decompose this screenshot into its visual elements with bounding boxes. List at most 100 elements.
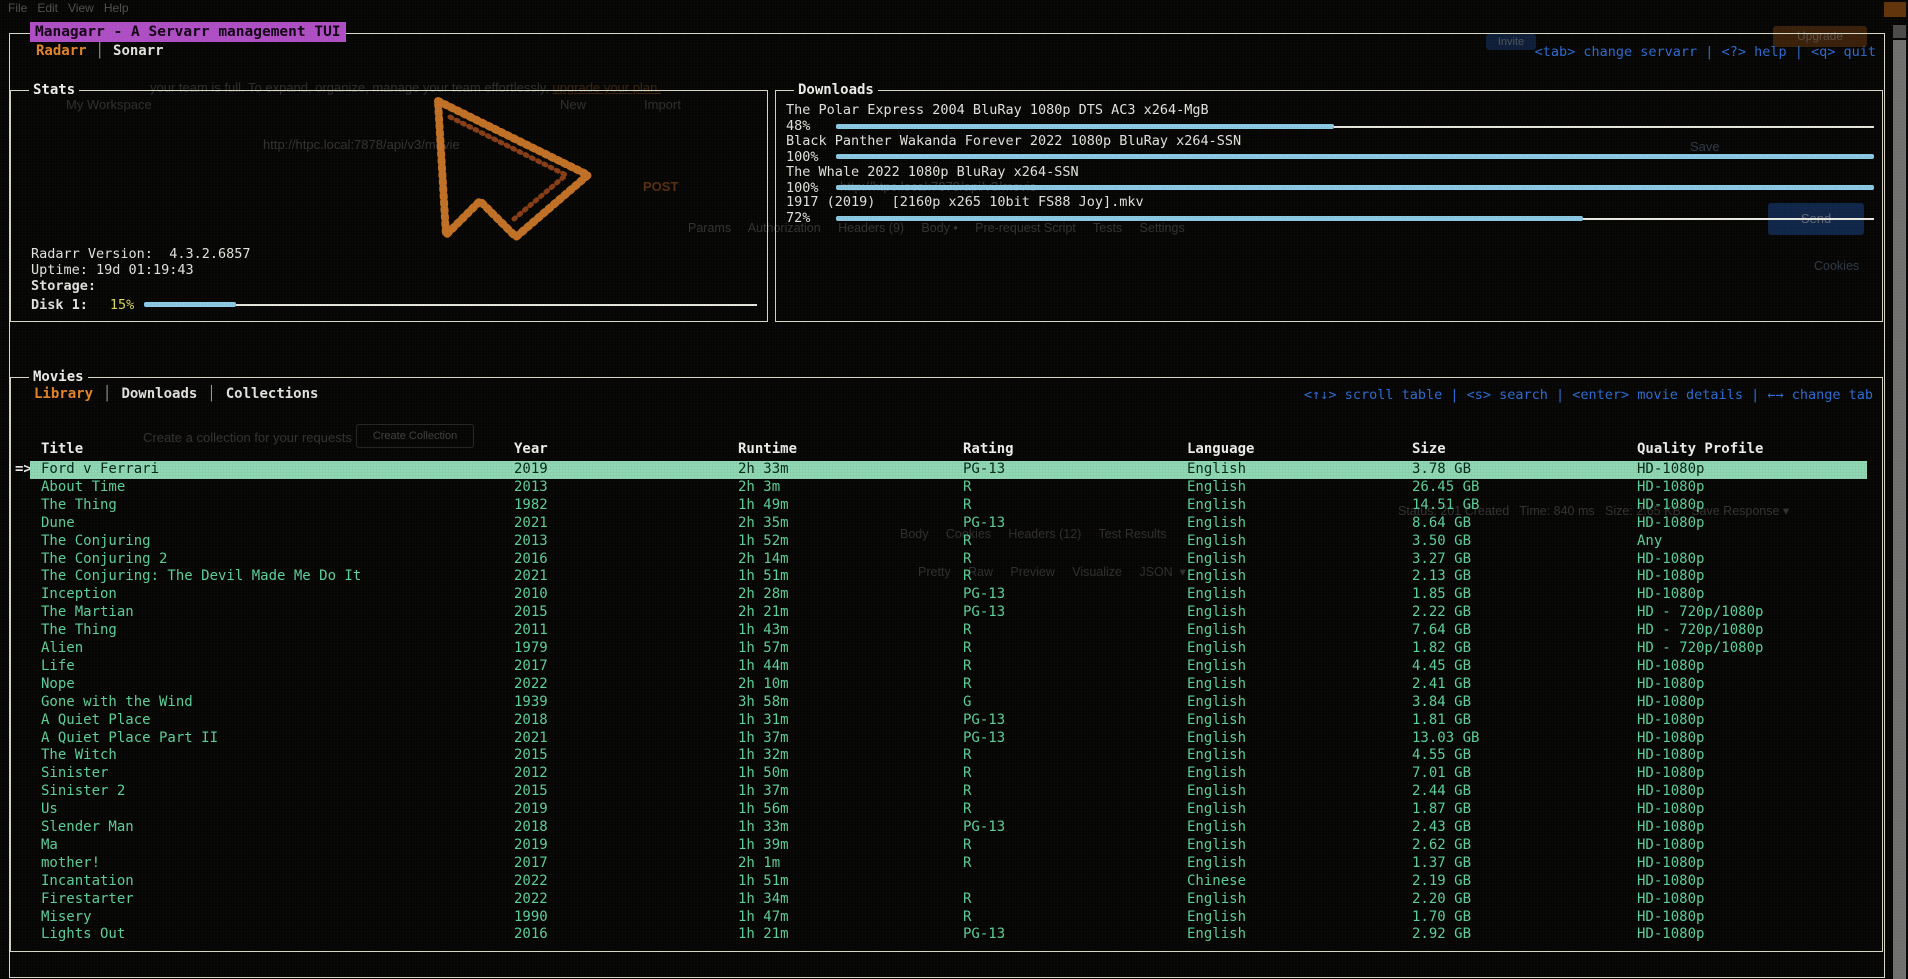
table-cell: 3.84 GB xyxy=(1412,693,1472,710)
table-cell: English xyxy=(1187,819,1247,835)
tab-radarr[interactable]: Radarr xyxy=(36,43,87,59)
table-cell: R xyxy=(963,532,972,549)
table-cell: Incantation xyxy=(41,872,134,889)
table-cell: 2019 xyxy=(514,836,548,853)
table-row[interactable]: The Martian 2015 2h 21m PG-13 English 2.22 GB… xyxy=(11,604,1880,622)
table-cell: 2010 xyxy=(514,586,548,603)
table-cell: PG-13 xyxy=(963,604,1006,621)
table-row[interactable]: Alien 1979 1h 57m R English 1.82 GB HD - 720p/… xyxy=(11,640,1880,658)
download-progress-bar xyxy=(836,149,1874,164)
table-cell: 3.78 GB xyxy=(1412,461,1472,477)
table-cell: HD-1080p xyxy=(1637,729,1705,746)
disk-progress-bar xyxy=(144,297,757,312)
table-row[interactable]: Firestarter 2022 1h 34m R English 2.20 GB HD-1… xyxy=(11,891,1880,909)
table-row[interactable]: The Conjuring 2 2016 2h 14m R English 3.27 GB… xyxy=(11,551,1880,569)
table-cell: 2022 xyxy=(514,890,548,907)
table-cell: 2h 10m xyxy=(738,675,789,692)
table-cell: 3.50 GB xyxy=(1412,532,1472,549)
table-cell: R xyxy=(963,801,972,818)
table-row[interactable]: Sinister 2012 1h 50m R English 7.01 GB HD-1080… xyxy=(11,765,1880,783)
table-cell: R xyxy=(963,675,972,692)
table-row[interactable]: Lights Out 2016 1h 21m PG-13 English 2.92 GB H… xyxy=(11,926,1880,944)
table-cell: English xyxy=(1187,514,1247,531)
table-cell: Inception xyxy=(41,586,117,603)
table-row[interactable]: About Time 2013 2h 3m R English 26.45 GB HD-10… xyxy=(11,479,1880,497)
background-scrollbar[interactable] xyxy=(1893,40,1906,979)
table-row[interactable]: A Quiet Place 2018 1h 31m PG-13 English 1.81 … xyxy=(11,712,1880,730)
tab-collections[interactable]: Collections xyxy=(225,386,319,402)
tab-library[interactable]: Library xyxy=(34,386,94,402)
table-row[interactable]: Us 2019 1h 56m R English 1.87 GB HD-1080p xyxy=(11,801,1880,819)
table-cell: English xyxy=(1187,622,1247,639)
table-cell: 1.81 GB xyxy=(1412,711,1472,728)
table-row[interactable]: The Conjuring 2013 1h 52m R English 3.50 GB An… xyxy=(11,533,1880,551)
table-row[interactable]: Gone with the Wind 1939 3h 58m G English 3.84… xyxy=(11,694,1880,712)
table-body: Ford v Ferrari 2019 2h 33m PG-13 English 3.78… xyxy=(11,461,1882,945)
table-cell: 2022 xyxy=(514,675,548,692)
table-cell: Misery xyxy=(41,908,92,925)
stats-panel: Stats Radarr Version: 4.3.2.6857 Uptime:… xyxy=(10,82,768,322)
table-row[interactable]: The Conjuring: The Devil Made Me Do It 20… xyxy=(11,568,1880,586)
team-banner-text: your team is full. To expand, organize, … xyxy=(150,80,553,95)
background-menubar: File Edit View Help xyxy=(8,1,129,15)
table-cell: English xyxy=(1187,765,1247,782)
table-row[interactable]: Inception 2010 2h 28m PG-13 English 1.85 GB HD… xyxy=(11,586,1880,604)
table-cell: 1h 44m xyxy=(738,657,789,674)
table-row[interactable]: Dune 2021 2h 35m PG-13 English 8.64 GB HD-1080… xyxy=(11,515,1880,533)
download-percent: 100% xyxy=(786,179,819,196)
table-cell: PG-13 xyxy=(963,711,1006,728)
movies-keybar: <↑↓> scroll table | <s> search | <enter>… xyxy=(1304,387,1873,403)
table-cell: The Thing xyxy=(41,622,117,639)
table-cell: 1h 47m xyxy=(738,908,789,925)
table-cell: 1.85 GB xyxy=(1412,586,1472,603)
table-row[interactable]: Incantation 2022 1h 51m Chinese 2.19 GB HD-10… xyxy=(11,873,1880,891)
table-row[interactable]: Sinister 2 2015 1h 37m R English 2.44 GB HD-10… xyxy=(11,783,1880,801)
background-create-collection-button: Create Collection xyxy=(356,424,474,448)
column-header: Language xyxy=(1187,441,1255,457)
background-window-control xyxy=(1884,2,1906,17)
table-cell: HD - 720p/1080p xyxy=(1637,622,1764,639)
table-row[interactable]: The Thing 2011 1h 43m R English 7.64 GB HD - 7… xyxy=(11,622,1880,640)
table-cell: English xyxy=(1187,532,1247,549)
table-cell: R xyxy=(963,550,972,567)
table-cell: HD-1080p xyxy=(1637,550,1705,567)
table-cell: 2.22 GB xyxy=(1412,604,1472,621)
table-row[interactable]: Misery 1990 1h 47m R English 1.70 GB HD-1080p xyxy=(11,909,1880,927)
tab-sonarr[interactable]: Sonarr xyxy=(113,43,164,59)
table-cell: 1.37 GB xyxy=(1412,854,1472,871)
table-cell: 1939 xyxy=(514,693,548,710)
disk-usage-row: Disk 1: 15% xyxy=(31,296,757,313)
table-cell: HD-1080p xyxy=(1637,675,1705,692)
disk-label: Disk 1: xyxy=(31,296,88,313)
table-row[interactable]: Life 2017 1h 44m R English 4.45 GB HD-1080p xyxy=(11,658,1880,676)
tab-downloads[interactable]: Downloads xyxy=(121,386,198,402)
table-cell: 2015 xyxy=(514,604,548,621)
table-cell: Sinister xyxy=(41,765,109,782)
table-cell: English xyxy=(1187,675,1247,692)
table-cell: Chinese xyxy=(1187,872,1247,889)
table-row[interactable]: mother! 2017 2h 1m R English 1.37 GB HD-1080p xyxy=(11,855,1880,873)
table-cell: 8.64 GB xyxy=(1412,514,1472,531)
table-cell: Any xyxy=(1637,532,1663,549)
table-cell: 4.55 GB xyxy=(1412,747,1472,764)
table-row[interactable]: A Quiet Place Part II 2021 1h 37m PG-13 Engl… xyxy=(11,730,1880,748)
table-row[interactable]: The Thing 1982 1h 49m R English 14.51 GB HD-10… xyxy=(11,497,1880,515)
table-cell: Firestarter xyxy=(41,890,134,907)
tab-separator: │ xyxy=(95,43,105,59)
table-cell: 2.41 GB xyxy=(1412,675,1472,692)
background-response-status: Status: 201 Created Time: 840 ms Size: 2… xyxy=(1398,504,1790,518)
table-row[interactable]: Ma 2019 1h 39m R English 2.62 GB HD-1080p xyxy=(11,837,1880,855)
table-cell: A Quiet Place xyxy=(41,711,151,728)
table-row[interactable]: Ford v Ferrari 2019 2h 33m PG-13 English 3.78… xyxy=(11,461,1880,479)
storage-label: Storage: xyxy=(31,278,97,294)
table-row[interactable]: The Witch 2015 1h 32m R English 4.55 GB HD-108… xyxy=(11,747,1880,765)
version-value: 4.3.2.6857 xyxy=(169,246,251,262)
column-header: Title xyxy=(41,441,84,457)
table-cell: The Conjuring xyxy=(41,532,151,549)
downloads-list: The Polar Express 2004 BluRay 1080p DTS … xyxy=(786,103,1874,226)
table-cell: PG-13 xyxy=(963,729,1006,746)
table-row[interactable]: Nope 2022 2h 10m R English 2.41 GB HD-1080p xyxy=(11,676,1880,694)
table-row[interactable]: Slender Man 2018 1h 33m PG-13 English 2.43 GB… xyxy=(11,819,1880,837)
table-cell: Us xyxy=(41,801,58,818)
table-cell: HD-1080p xyxy=(1637,836,1705,853)
